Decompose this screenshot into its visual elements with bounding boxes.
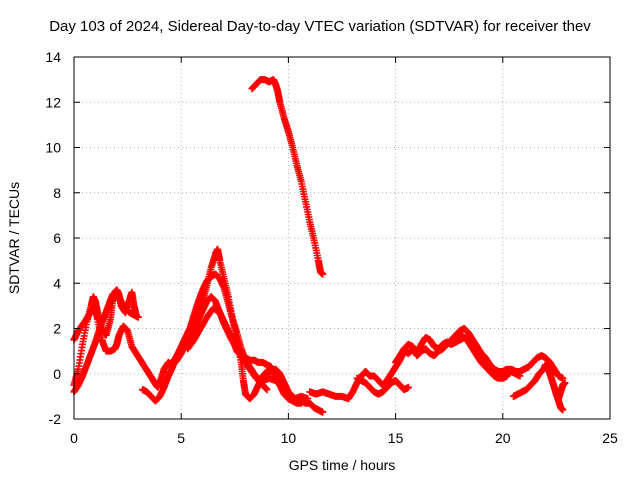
y-tick-label: 4 [53, 275, 61, 291]
series-markers [550, 379, 569, 403]
axis-ticks: 0 5 10 15 20 25 -2 0 2 4 6 8 10 12 14 [45, 49, 618, 446]
x-tick-label: 15 [388, 430, 404, 446]
series-arc-11 [447, 331, 511, 382]
y-tick-label: 6 [53, 230, 61, 246]
x-tick-label: 5 [177, 430, 185, 446]
y-axis-label: SDTVAR / TECUs [6, 181, 22, 295]
grid-lines [74, 57, 610, 419]
y-tick-label: -2 [49, 411, 62, 427]
series-markers [248, 76, 327, 278]
y-tick-label: 2 [53, 321, 61, 337]
series-markers [184, 304, 312, 403]
series-arc-7 [248, 76, 327, 278]
chart-title: Day 103 of 2024, Sidereal Day-to-day VTE… [49, 18, 591, 35]
data-series [70, 76, 569, 416]
series-markers [353, 374, 412, 398]
series-arc-9 [353, 374, 412, 398]
y-tick-label: 10 [45, 140, 61, 156]
series-arc-13 [550, 379, 569, 403]
series-arc-4 [139, 293, 305, 407]
x-tick-label: 25 [602, 430, 618, 446]
x-tick-label: 0 [70, 430, 78, 446]
series-markers [139, 293, 305, 407]
y-tick-label: 14 [45, 49, 61, 65]
series-markers [447, 331, 511, 382]
series-arc-6 [184, 304, 312, 403]
x-tick-label: 10 [281, 430, 297, 446]
x-axis-label: GPS time / hours [288, 457, 396, 473]
y-tick-label: 12 [45, 94, 61, 110]
y-tick-label: 8 [53, 185, 61, 201]
x-tick-label: 20 [495, 430, 511, 446]
y-tick-label: 0 [53, 366, 61, 382]
